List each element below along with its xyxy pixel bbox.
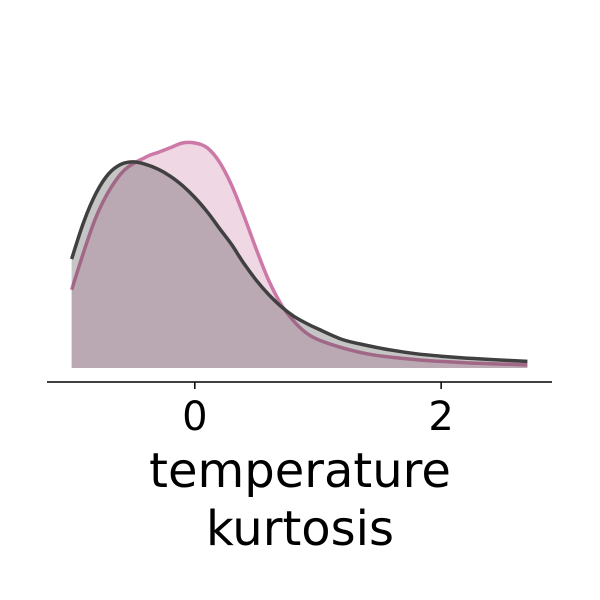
x-axis-title-line-1: temperature bbox=[149, 443, 451, 499]
series-1-line bbox=[69, 140, 528, 367]
x-tick-label: 2 bbox=[428, 394, 453, 440]
series-1-area bbox=[71, 142, 528, 368]
series-layer bbox=[69, 140, 528, 368]
x-tick-label: 0 bbox=[182, 394, 207, 440]
series-2-area bbox=[71, 161, 528, 368]
x-axis-title-line-2: kurtosis bbox=[206, 501, 394, 557]
series-2-line bbox=[69, 160, 528, 364]
